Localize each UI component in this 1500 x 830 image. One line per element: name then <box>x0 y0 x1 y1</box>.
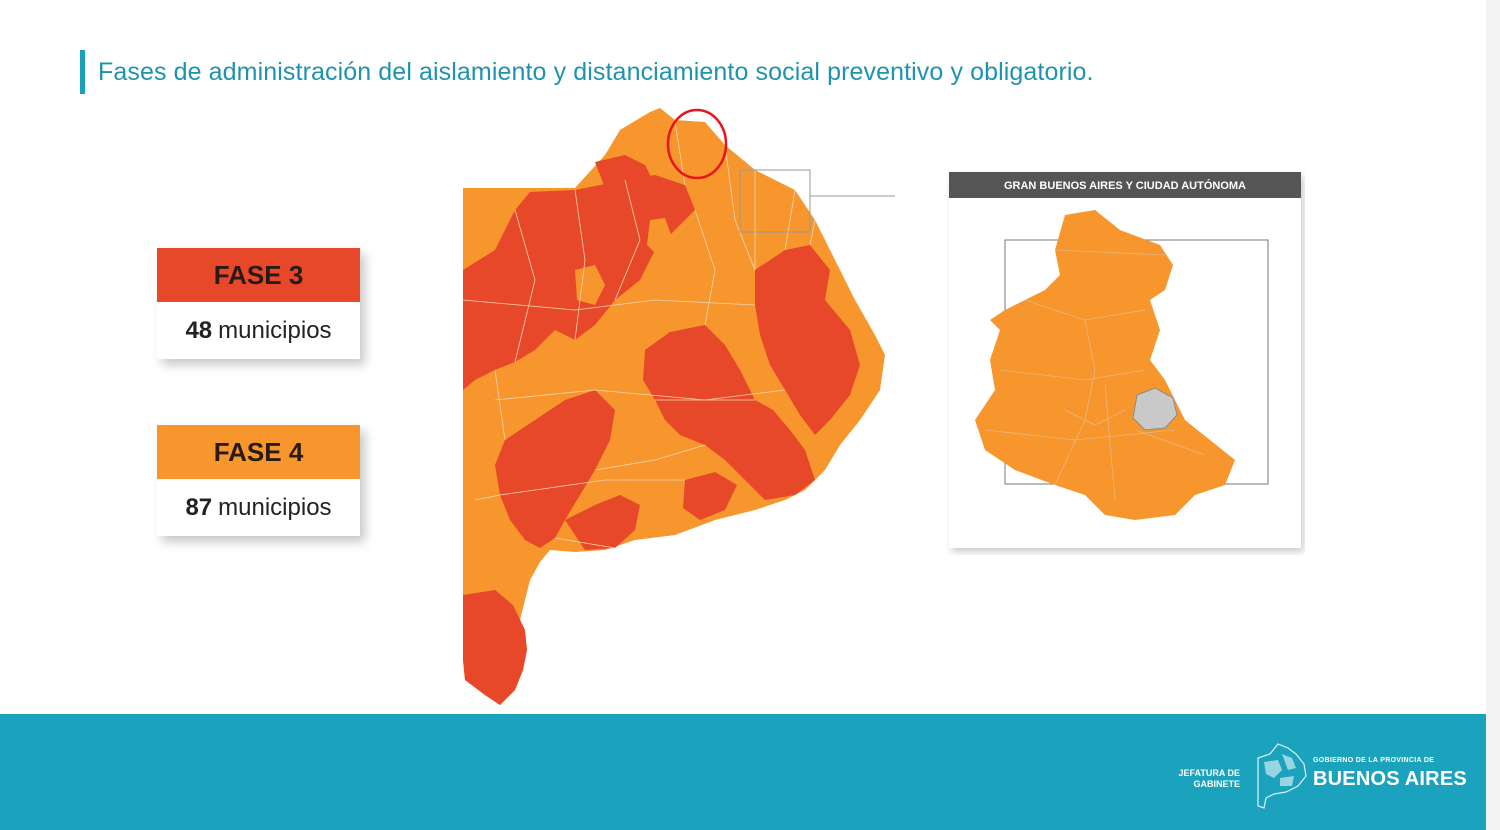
legend-fase-3-count-row: 48 municipios <box>157 302 360 359</box>
fase-3-region-south-coast <box>565 495 640 550</box>
legend-fase-3-count: 48 <box>185 316 213 344</box>
legend-fase-4-count-row: 87 municipios <box>157 479 360 536</box>
province-logo-icon <box>1257 743 1307 809</box>
highlight-circle <box>666 108 728 180</box>
fase-4-enclave-3 <box>635 300 685 335</box>
inset-map-card: GRAN BUENOS AIRES Y CIUDAD AUTÓNOMA <box>949 172 1301 548</box>
footer-band <box>0 714 1486 830</box>
buenos-aires-logo-text: BUENOS AIRES <box>1313 768 1467 790</box>
inset-header-bar <box>949 172 1301 198</box>
map-zoom-box <box>739 169 811 233</box>
fase-3-region-southwest <box>495 390 615 548</box>
fase-4-enclave-2 <box>647 218 673 258</box>
legend-fase-4-unit: municipios <box>218 493 332 521</box>
legend-fase-4-count: 87 <box>185 493 213 521</box>
gobierno-label: GOBIERNO DE LA PROVINCIA DE <box>1313 757 1435 764</box>
fase-3-region-center <box>643 325 815 500</box>
right-edge-strip <box>1486 0 1500 830</box>
legend-fase-3: FASE 3 48 municipios <box>157 248 360 359</box>
legend-fase-4: FASE 4 87 municipios <box>157 425 360 536</box>
inset-borders <box>984 249 1206 501</box>
jefatura-logo-text: JEFATURA DE GABINETE <box>1178 768 1240 789</box>
fase-3-region-north <box>595 155 655 195</box>
inset-title: GRAN BUENOS AIRES Y CIUDAD AUTÓNOMA <box>1004 179 1246 192</box>
fase-3-region-patagones <box>463 590 527 705</box>
province-map <box>462 108 895 705</box>
fase-3-region-bahia <box>683 472 737 520</box>
fase-4-enclave-1 <box>575 265 605 305</box>
caba-region <box>1132 387 1178 431</box>
fase-3-region-east <box>755 245 860 435</box>
page-title: Fases de administración del aislamiento … <box>98 58 1094 86</box>
legend-fase-3-unit: municipios <box>218 316 332 344</box>
title-accent-bar <box>80 50 85 94</box>
legend-fase-4-label: FASE 4 <box>157 425 360 479</box>
legend-fase-3-label: FASE 3 <box>157 248 360 302</box>
municipality-borders <box>462 121 816 549</box>
